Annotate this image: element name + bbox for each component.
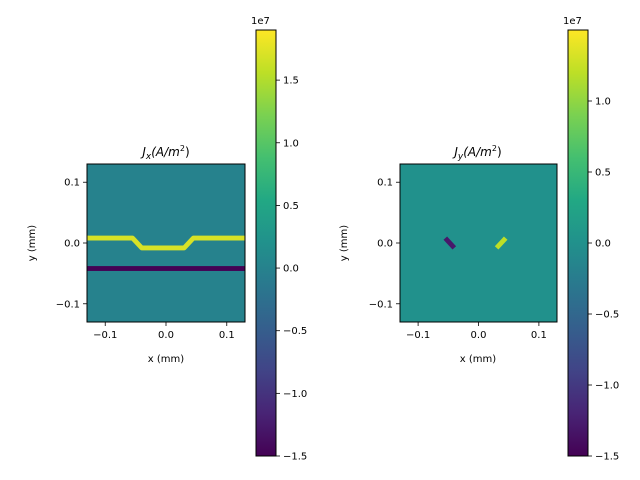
jy-feature-2 (494, 236, 508, 250)
jy-colorbar-tick-label: −1.0 (595, 381, 619, 392)
jx-x-axis-label: x (mm) (148, 354, 184, 365)
jy-ytick-label: −0.1 (369, 299, 393, 310)
jx-colorbar-tick-label: 0.5 (283, 201, 299, 212)
jx-colorbar: −1.5 −1.0 −0.5 0.0 0.5 1.0 1.5 1e7 (251, 16, 307, 463)
jx-xtick-label: −0.1 (93, 330, 117, 341)
jy-colorbar-ticks: −1.5 −1.0 −0.5 0.0 0.5 1.0 (588, 97, 619, 463)
jy-panel: −0.1 0.0 0.1 −0.1 0.0 0.1 Jy(A/m2) x (mm) y (… (339, 144, 558, 365)
jy-colorbar-tick-label: −1.5 (595, 452, 619, 463)
jx-panel: −0.1 0.0 0.1 −0.1 0.0 0.1 Jx(A/m2) x (mm) y (… (27, 144, 246, 365)
jy-ytick-label: 0.1 (377, 178, 393, 189)
jy-colorbar: −1.5 −1.0 −0.5 0.0 0.5 1.0 1e7 (563, 16, 619, 463)
jy-xtick-label: 0.0 (471, 330, 487, 341)
jx-colorbar-tick-label: −0.5 (283, 326, 307, 337)
jx-ticks: −0.1 0.0 0.1 −0.1 0.0 0.1 (56, 178, 235, 341)
jx-colorbar-offset: 1e7 (251, 16, 270, 27)
jy-colorbar-tick-label: 0.5 (595, 168, 611, 179)
jx-xtick-label: 0.0 (158, 330, 174, 341)
jy-colorbar-tick-label: 1.0 (595, 97, 611, 108)
jy-feature-1 (443, 236, 457, 250)
jx-colorbar-tick-label: 0.0 (283, 264, 299, 275)
jx-colorbar-tick-label: 1.0 (283, 138, 299, 149)
jx-colorbar-tick-label: −1.0 (283, 389, 307, 400)
jx-ytick-label: 0.1 (64, 178, 80, 189)
jx-heatmap-features (87, 235, 245, 271)
jy-colorbar-gradient (567, 29, 589, 457)
jx-colorbar-gradient (255, 29, 277, 457)
jx-heatmap-background (87, 164, 245, 322)
jx-title: Jx(A/m2) (140, 144, 189, 162)
jy-ytick-label: 0.0 (377, 239, 393, 250)
jy-heatmap-background (400, 164, 557, 322)
jy-x-axis-label: x (mm) (460, 354, 496, 365)
jx-feature-2 (87, 266, 245, 271)
jy-y-axis-label: y (mm) (339, 225, 350, 261)
jx-ytick-label: −0.1 (56, 299, 80, 310)
jx-xtick-label: 0.1 (219, 330, 235, 341)
jx-colorbar-tick-label: −1.5 (283, 452, 307, 463)
jy-colorbar-tick-label: −0.5 (595, 310, 619, 321)
jy-xtick-label: 0.1 (531, 330, 547, 341)
jy-title: Jy(A/m2) (452, 144, 501, 162)
jy-ticks: −0.1 0.0 0.1 −0.1 0.0 0.1 (369, 178, 547, 341)
jy-heatmap-features (443, 236, 508, 250)
jx-colorbar-ticks: −1.5 −1.0 −0.5 0.0 0.5 1.0 1.5 (276, 76, 307, 463)
jx-ytick-label: 0.0 (64, 239, 80, 250)
jy-colorbar-tick-label: 0.0 (595, 239, 611, 250)
jx-y-axis-label: y (mm) (27, 225, 38, 261)
jy-xtick-label: −0.1 (406, 330, 430, 341)
jx-feature-1 (87, 235, 245, 251)
jx-colorbar-tick-label: 1.5 (283, 76, 299, 87)
jy-colorbar-offset: 1e7 (563, 16, 582, 27)
